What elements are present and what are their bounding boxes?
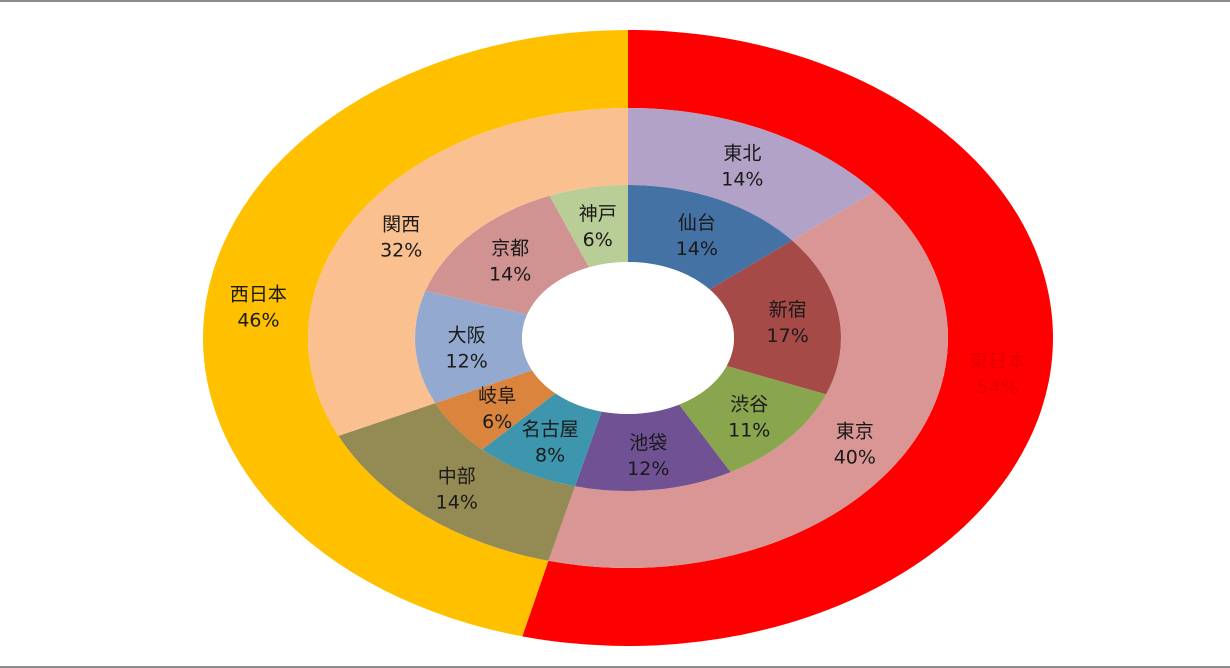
slice-value-inner-7: 14% [489,264,531,286]
slice-label-middle-2: 中部 [438,466,476,488]
slice-label-middle-1: 東京 [836,420,874,442]
slice-value-inner-4: 8% [535,445,565,467]
labels-layer: 東日本54%西日本46%東北14%東京40%中部14%関西32%仙台14%新宿1… [230,142,1026,513]
slice-outer-1 [203,30,629,637]
slice-label-outer-1: 西日本 [230,283,287,305]
slice-value-inner-0: 14% [676,238,718,260]
slice-inner-4 [482,393,602,487]
slice-value-inner-1: 17% [767,325,809,347]
slice-middle-0 [628,108,875,241]
frame-bottom-border [0,666,1230,668]
slice-value-inner-6: 12% [446,350,488,372]
slice-value-inner-5: 6% [482,411,512,433]
slices-layer [203,30,1054,646]
slice-inner-2 [679,365,827,473]
slice-outer-0 [522,30,1054,646]
slice-label-inner-4: 名古屋 [522,419,579,441]
slice-inner-8 [549,185,628,268]
slice-inner-6 [415,290,533,404]
slice-middle-2 [338,403,576,561]
slice-label-inner-7: 京都 [491,238,529,260]
slice-value-inner-8: 6% [583,229,613,251]
slice-value-inner-3: 12% [627,458,669,480]
slice-inner-1 [709,240,841,395]
slice-value-middle-3: 32% [380,240,422,262]
slice-inner-3 [575,404,731,491]
slice-label-inner-8: 神戸 [579,203,617,225]
slice-label-inner-0: 仙台 [678,212,716,234]
slice-value-middle-1: 40% [834,446,876,468]
slice-value-inner-2: 11% [728,420,770,442]
slice-label-inner-3: 池袋 [629,432,667,454]
slice-middle-3 [308,108,628,436]
slice-value-middle-2: 14% [436,492,478,514]
slice-value-outer-1: 46% [237,309,279,331]
slice-label-middle-3: 関西 [382,214,420,236]
slice-label-outer-0: 東日本 [969,351,1026,373]
slice-label-inner-1: 新宿 [769,299,807,321]
slice-middle-1 [548,191,948,568]
slice-value-outer-0: 54% [976,377,1018,399]
slice-inner-7 [425,195,589,315]
frame-top-border [0,0,1230,2]
slice-inner-5 [435,370,556,450]
slice-label-middle-0: 東北 [723,142,761,164]
slice-label-inner-5: 岐阜 [478,385,516,407]
slice-value-middle-0: 14% [721,168,763,190]
center-hole [522,262,734,414]
slice-label-inner-6: 大阪 [448,324,486,346]
slice-inner-0 [628,185,793,290]
slice-label-inner-2: 渋谷 [730,394,768,416]
